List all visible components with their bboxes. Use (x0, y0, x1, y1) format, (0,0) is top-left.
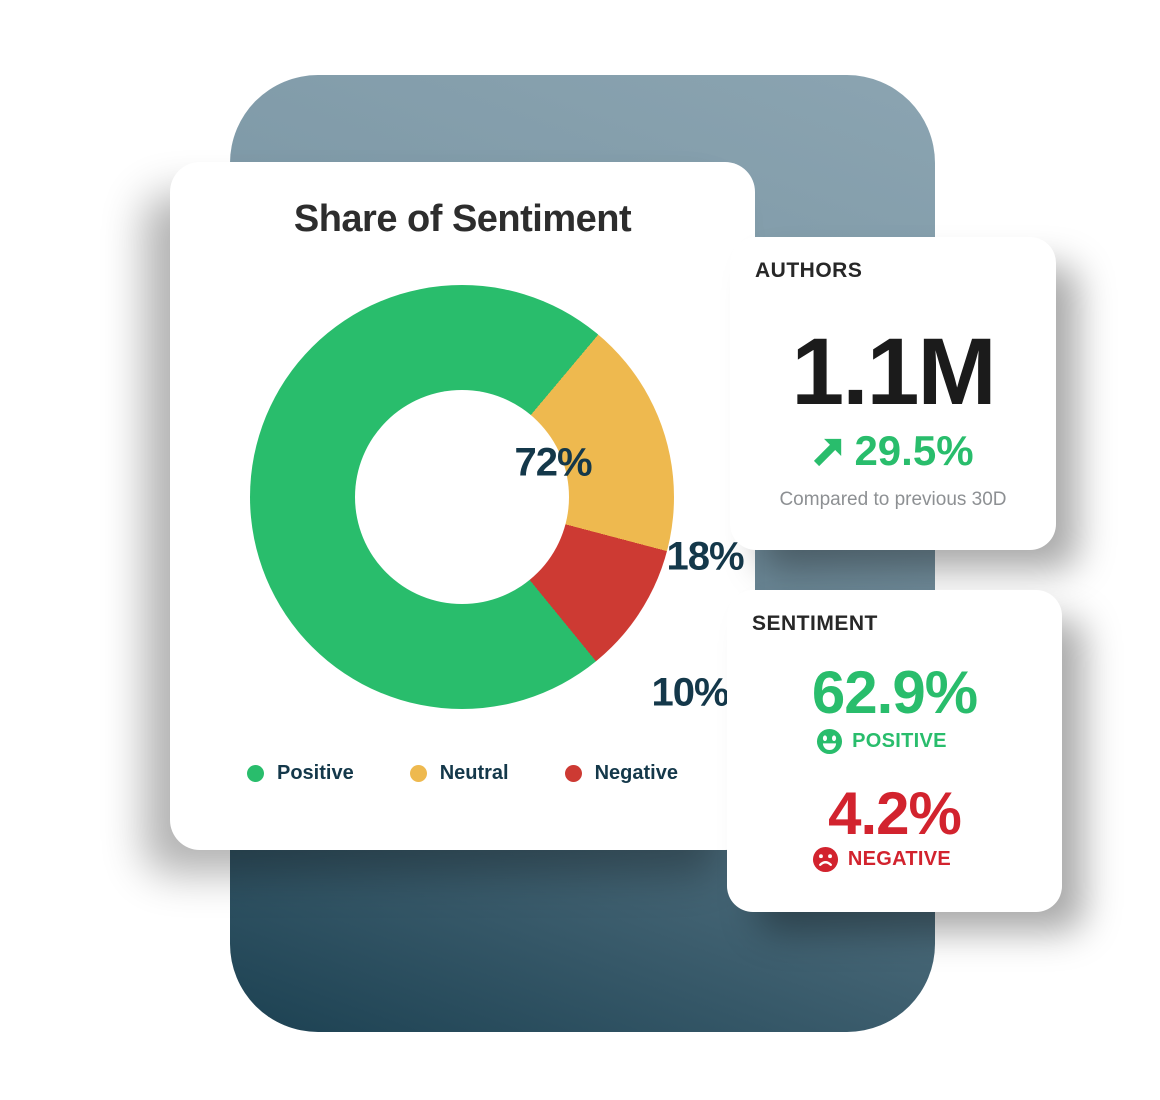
legend-item-negative: Negative (564, 762, 678, 785)
slice-label-neutral: 18% (666, 534, 744, 579)
negative-sentiment-label: NEGATIVE (847, 848, 952, 870)
donut-hole (355, 390, 569, 604)
trend-up-arrow-icon (814, 438, 842, 467)
chart-legend: Positive Neutral Negative (170, 762, 755, 785)
legend-dot-positive-icon (247, 765, 264, 782)
positive-sentiment-value: 62.9% (811, 659, 978, 726)
legend-label-neutral: Neutral (439, 762, 509, 784)
legend-dot-neutral-icon (409, 765, 427, 782)
authors-change: 29.5% (730, 427, 1056, 474)
negative-sentiment-value: 4.2% (828, 780, 962, 847)
chart-title: Share of Sentiment (293, 198, 632, 240)
authors-kpi-card: AUTHORS 1.1M 29.5% Compared to previous … (730, 237, 1056, 550)
slice-label-negative: 10% (651, 670, 729, 715)
happy-face-icon (817, 728, 843, 755)
legend-item-neutral: Neutral (409, 762, 509, 785)
donut-chart: 72% 18% 10% (250, 285, 745, 715)
legend-label-negative: Negative (594, 762, 678, 784)
sad-face-icon (812, 846, 838, 873)
authors-caption: Compared to previous 30D (779, 489, 1007, 510)
legend-item-positive: Positive (247, 762, 354, 785)
share-of-sentiment-card: Share of Sentiment 72% 18% 10% Positive … (170, 162, 755, 850)
positive-sentiment-row: POSITIVE (727, 728, 1062, 755)
legend-label-positive: Positive (277, 762, 354, 784)
authors-card-label: AUTHORS (755, 259, 863, 282)
sentiment-kpi-card: SENTIMENT 62.9% POSITIVE 4.2% NEGATIVE (727, 590, 1062, 912)
authors-value: 1.1M (791, 319, 996, 425)
slice-label-positive: 72% (514, 440, 592, 485)
legend-dot-negative-icon (564, 765, 582, 782)
positive-sentiment-label: POSITIVE (852, 730, 947, 752)
authors-change-value: 29.5% (854, 427, 974, 474)
sentiment-card-label: SENTIMENT (752, 612, 878, 635)
negative-sentiment-row: NEGATIVE (727, 846, 1062, 873)
